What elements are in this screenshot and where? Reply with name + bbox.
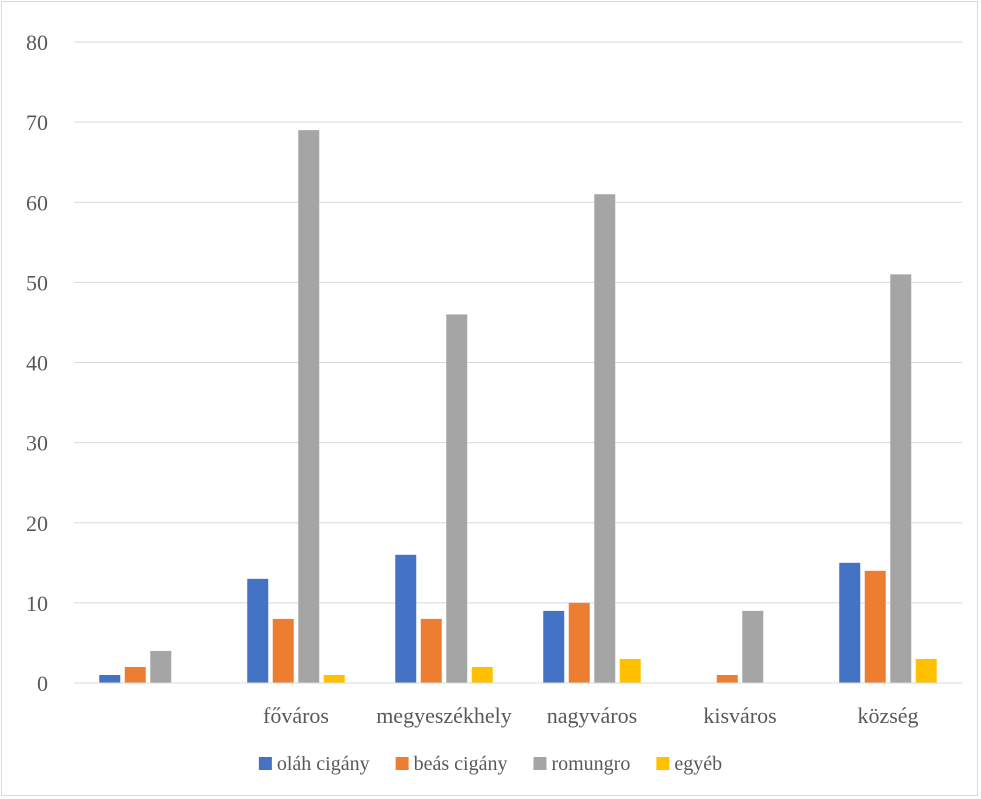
- legend-swatch: [395, 757, 409, 770]
- bar: [99, 674, 121, 683]
- x-tick-label: község: [857, 703, 918, 728]
- bar: [864, 570, 886, 683]
- bar: [272, 618, 294, 683]
- legend-swatch: [656, 757, 670, 770]
- y-tick-label: 20: [26, 511, 48, 536]
- bar: [323, 674, 345, 683]
- bar: [839, 562, 861, 683]
- y-tick-label: 60: [26, 190, 48, 215]
- bar: [298, 130, 320, 683]
- bar: [247, 578, 269, 683]
- x-tick-label: megyeszékhely: [376, 703, 512, 728]
- bar: [594, 194, 616, 684]
- y-tick-label: 10: [26, 591, 48, 616]
- bar: [890, 274, 912, 683]
- y-tick-label: 50: [26, 270, 48, 295]
- x-tick-label: kisváros: [703, 703, 776, 728]
- bar: [543, 610, 565, 683]
- bar: [446, 314, 468, 683]
- bar: [568, 602, 590, 683]
- bar: [420, 618, 442, 683]
- bar: [716, 674, 738, 683]
- legend-swatch: [258, 757, 272, 770]
- x-tick-label: főváros: [263, 703, 329, 728]
- bar: [395, 554, 417, 683]
- legend-label: beás cigány: [414, 753, 508, 775]
- x-tick-label: nagyváros: [547, 703, 637, 728]
- bar: [915, 658, 937, 683]
- y-tick-label: 30: [26, 431, 48, 456]
- bar: [742, 610, 764, 683]
- legend-label: oláh cigány: [277, 753, 370, 775]
- y-tick-label: 40: [26, 351, 48, 376]
- bar: [150, 650, 172, 683]
- bar: [619, 658, 641, 683]
- y-tick-label: 80: [26, 30, 48, 55]
- y-tick-label: 0: [37, 671, 48, 696]
- bar: [471, 666, 493, 683]
- bar: [124, 666, 146, 683]
- legend-swatch: [533, 757, 547, 770]
- y-tick-label: 70: [26, 110, 48, 135]
- legend-label: egyéb: [674, 753, 722, 775]
- legend-label: romungro: [551, 753, 630, 775]
